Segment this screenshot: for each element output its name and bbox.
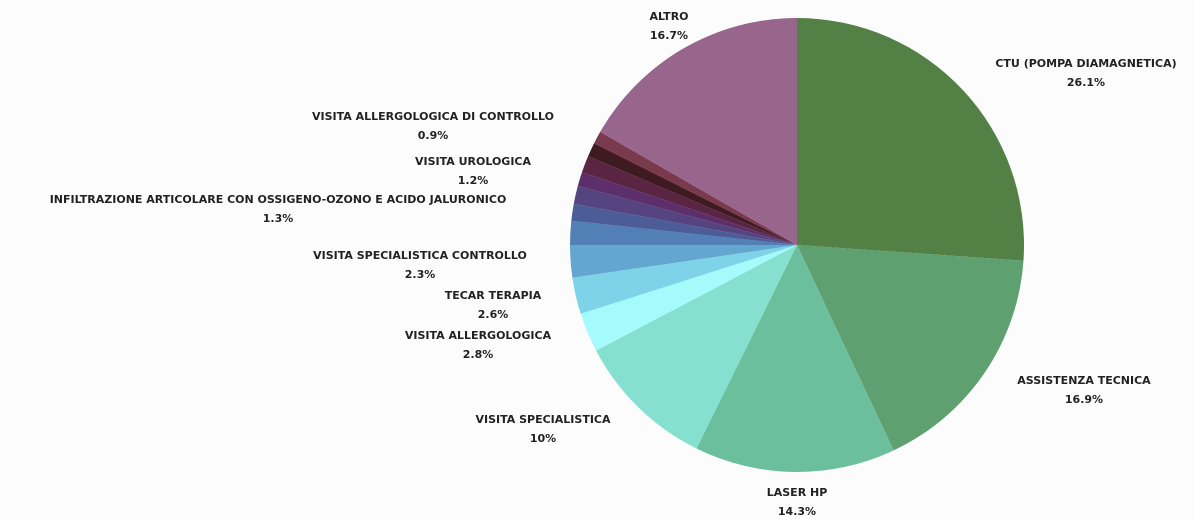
slice-label: VISITA SPECIALISTICA CONTROLLO [313, 249, 527, 262]
pie-slice [580, 245, 797, 351]
slice-value-label: 10% [530, 432, 556, 445]
slice-value-label: 14.3% [778, 505, 816, 515]
slice-label: TECAR TERAPIA [445, 289, 542, 302]
pie-slice [570, 245, 797, 278]
pie-slice [571, 203, 797, 245]
slice-label: ALTRO [649, 10, 688, 23]
pie-slice [797, 18, 1024, 261]
slice-value-label: 2.3% [405, 268, 436, 281]
slice-value-label: 16.9% [1065, 393, 1103, 406]
slice-value-label: 26.1% [1067, 76, 1105, 89]
pie-slice [588, 143, 797, 245]
pie-slice [582, 156, 797, 245]
pie-slice [573, 185, 797, 245]
slice-label: ASSISTENZA TECNICA [1017, 374, 1151, 387]
pie-slice [570, 220, 797, 245]
slice-value-label: 1.2% [458, 174, 489, 187]
pie-slice [577, 172, 797, 245]
slice-value-label: 0.9% [418, 129, 449, 142]
slice-value-label: 2.6% [478, 308, 509, 321]
slice-label: INFILTRAZIONE ARTICOLARE CON OSSIGENO-OZ… [50, 193, 507, 206]
pie-slice [600, 18, 797, 245]
pie-slice [596, 245, 797, 449]
slice-label: CTU (POMPA DIAMAGNETICA) [995, 57, 1176, 70]
slice-value-label: 2.8% [463, 348, 494, 361]
pie-slice [696, 245, 894, 472]
slice-label: LASER HP [767, 486, 828, 499]
slice-label: VISITA ALLERGOLOGICA DI CONTROLLO [312, 110, 554, 123]
pie-slice [797, 245, 1024, 451]
slice-value-label: 1.3% [263, 212, 294, 225]
slice-value-label: 16.7% [650, 29, 688, 42]
slice-label: VISITA UROLOGICA [415, 155, 532, 168]
pie-slice [572, 245, 797, 314]
slice-label: VISITA SPECIALISTICA [476, 413, 611, 426]
pie-slice [594, 131, 797, 245]
slice-label: VISITA ALLERGOLOGICA [405, 329, 552, 342]
